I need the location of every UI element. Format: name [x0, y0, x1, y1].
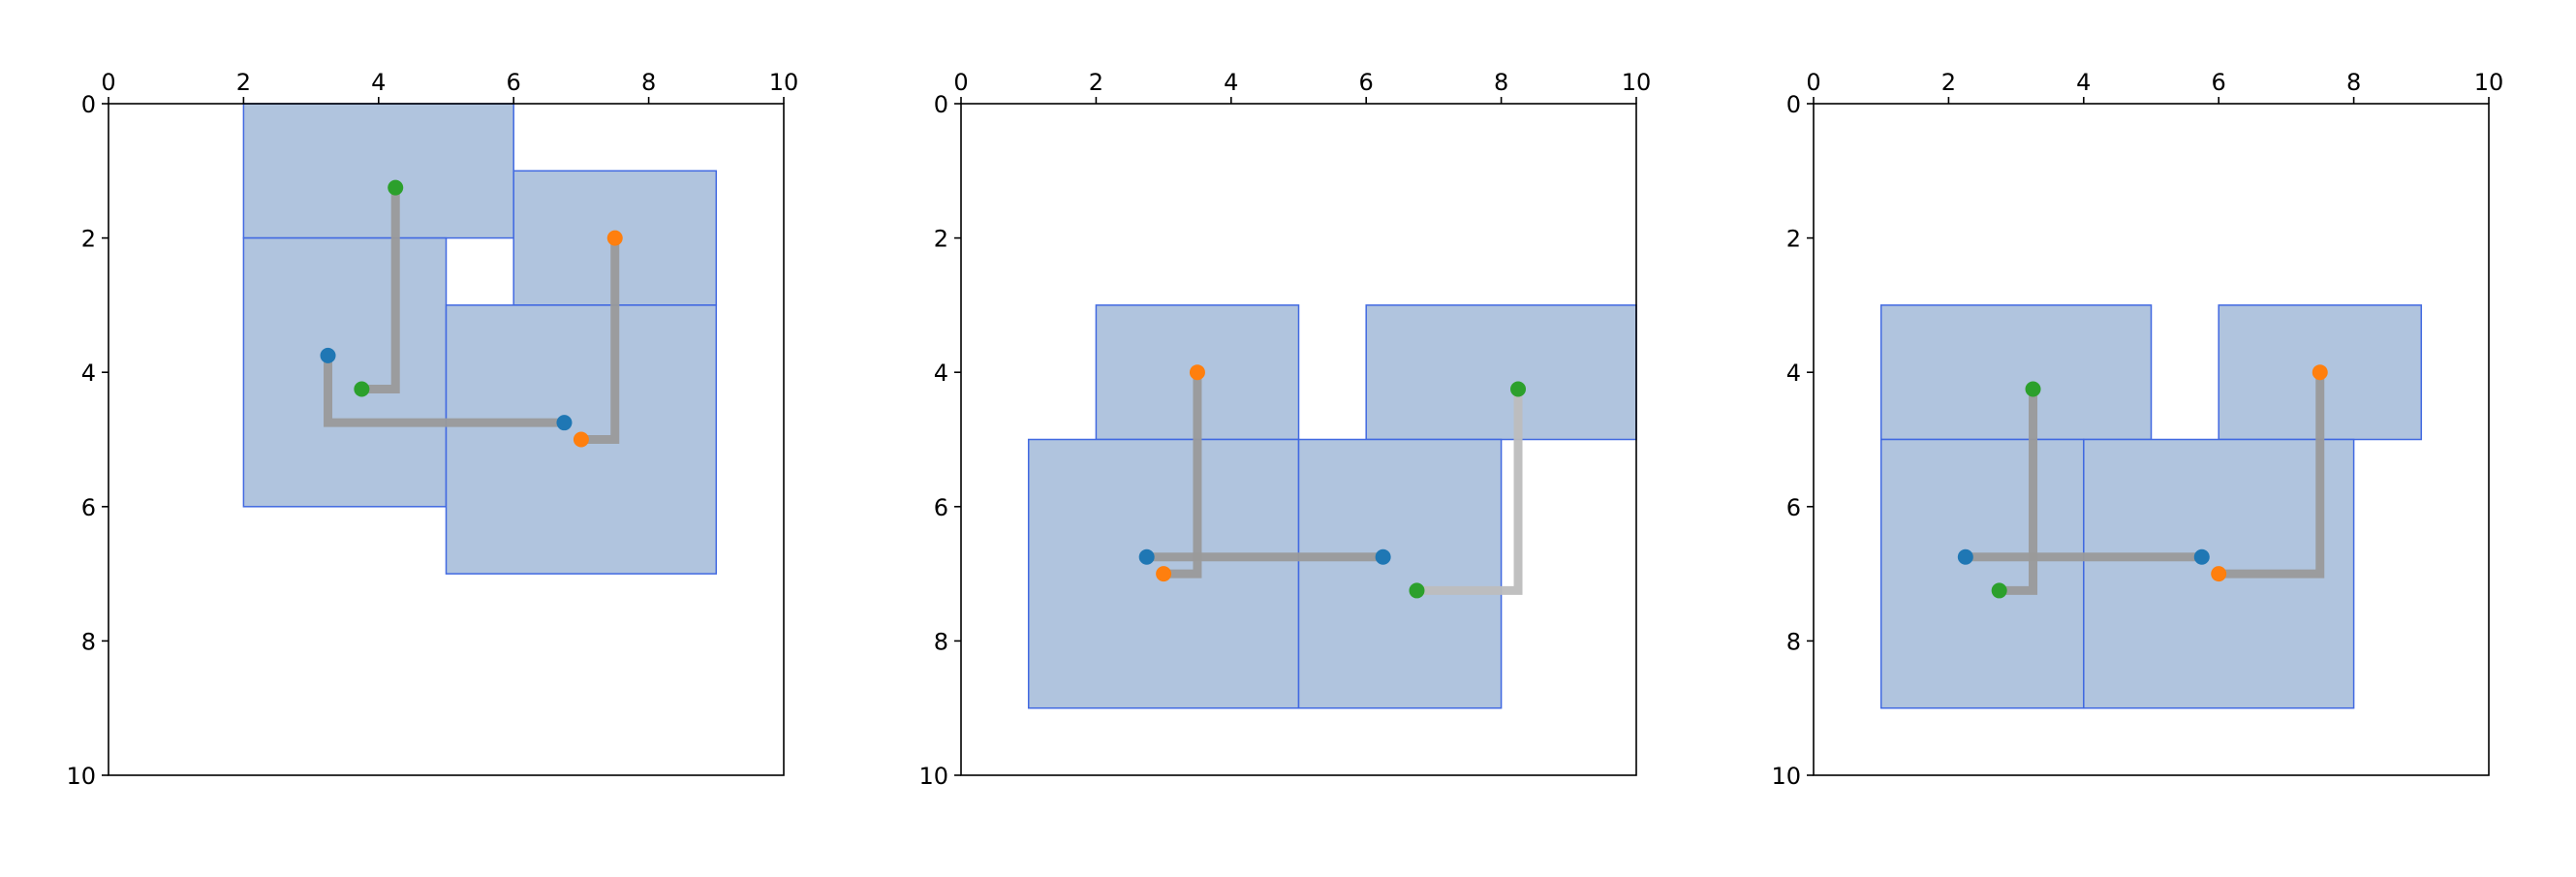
x-tick-label: 0: [953, 69, 968, 96]
plot-frame: [108, 103, 785, 776]
endpoint: [1156, 566, 1172, 582]
endpoint: [1138, 548, 1155, 565]
x-tick-label: 0: [1806, 69, 1820, 96]
x-tick-label: 10: [1622, 69, 1652, 96]
endpoint: [354, 381, 370, 397]
region: [242, 236, 448, 508]
y-tick-label: 10: [918, 763, 948, 790]
x-tick-label: 6: [507, 69, 521, 96]
endpoint: [388, 179, 404, 196]
x-tick-label: 10: [769, 69, 799, 96]
y-tick-label: 2: [934, 226, 948, 253]
endpoint: [2312, 364, 2328, 381]
y-tick-label: 4: [1786, 360, 1801, 387]
endpoint: [1510, 381, 1527, 397]
y-tick-label: 10: [1771, 763, 1801, 790]
y-tick-label: 0: [934, 91, 948, 118]
endpoint: [320, 347, 336, 363]
endpoint: [556, 415, 573, 431]
endpoint: [1189, 364, 1205, 381]
route: [1999, 389, 2038, 595]
y-tick-label: 0: [81, 91, 96, 118]
x-tick-label: 6: [2212, 69, 2226, 96]
plot-frame: [960, 103, 1637, 776]
route: [580, 237, 620, 444]
x-tick-label: 6: [1359, 69, 1374, 96]
region: [242, 103, 514, 239]
endpoint: [1409, 582, 1425, 599]
x-tick-label: 8: [2346, 69, 2361, 96]
y-tick-label: 6: [934, 494, 948, 521]
y-tick-label: 6: [81, 494, 96, 521]
endpoint: [1991, 582, 2007, 599]
x-tick-label: 0: [101, 69, 115, 96]
x-tick-label: 4: [2076, 69, 2091, 96]
x-tick-label: 2: [1089, 69, 1103, 96]
x-tick-label: 4: [371, 69, 386, 96]
x-tick-label: 10: [2474, 69, 2504, 96]
x-tick-label: 2: [236, 69, 251, 96]
y-tick-label: 4: [81, 360, 96, 387]
endpoint: [2025, 381, 2041, 397]
region: [1879, 304, 2153, 441]
endpoint: [2193, 548, 2210, 565]
region: [1879, 438, 2085, 709]
x-tick-label: 4: [1224, 69, 1238, 96]
y-tick-label: 8: [1786, 628, 1801, 655]
y-tick-label: 2: [81, 226, 96, 253]
y-tick-label: 4: [934, 360, 948, 387]
y-tick-label: 6: [1786, 494, 1801, 521]
region: [1365, 304, 1637, 441]
endpoint: [1957, 548, 1973, 565]
endpoint: [2211, 566, 2227, 582]
x-tick-label: 8: [1494, 69, 1508, 96]
route: [1164, 372, 1202, 579]
x-tick-label: 2: [1941, 69, 1956, 96]
endpoint: [606, 230, 623, 246]
region: [1297, 438, 1503, 709]
x-tick-label: 8: [641, 69, 656, 96]
plot-frame: [1813, 103, 2490, 776]
y-tick-label: 10: [66, 763, 96, 790]
endpoint: [1375, 548, 1391, 565]
y-tick-label: 8: [81, 628, 96, 655]
route: [324, 355, 565, 427]
y-tick-label: 8: [934, 628, 948, 655]
route: [361, 187, 400, 394]
endpoint: [573, 431, 589, 448]
route: [2219, 372, 2325, 579]
y-tick-label: 0: [1786, 91, 1801, 118]
route: [1416, 389, 1523, 595]
y-tick-label: 2: [1786, 226, 1801, 253]
